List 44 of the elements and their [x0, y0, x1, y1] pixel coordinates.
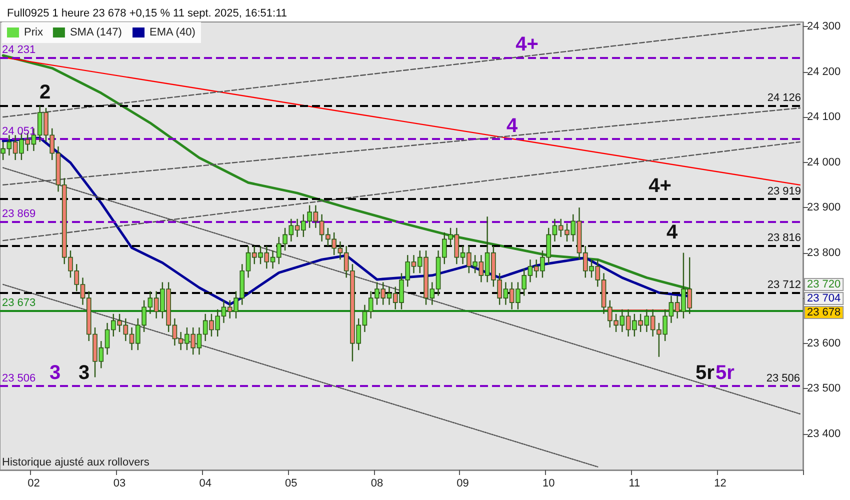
annotation: 4+	[648, 174, 672, 197]
ref-line-label: 24 126	[767, 92, 801, 104]
chart-title: Full0925 1 heure 23 678 +0,15 % 11 sept. 2025, 16:51:11	[7, 8, 288, 20]
annotation: 5r	[716, 362, 735, 384]
y-tick-label: 24 100	[807, 111, 841, 124]
ref-line-label: 23 816	[767, 232, 801, 244]
y-tick-label: 24 200	[807, 66, 841, 78]
y-tick-label: 23 500	[807, 382, 841, 395]
x-tick-label: 03	[113, 478, 126, 490]
annotation: 2	[39, 81, 51, 104]
legend-label: Prix	[24, 26, 44, 38]
annotation: 4+	[516, 34, 538, 56]
ref-line-label: 23 673	[2, 296, 36, 309]
annotation: 3	[49, 362, 61, 384]
legend-label: SMA (147)	[70, 26, 122, 38]
ref-line-label: 23 869	[2, 208, 36, 220]
x-tick-label: 05	[285, 478, 298, 490]
ref-line-label: 23 506	[2, 372, 36, 384]
text: 23 720	[807, 278, 841, 290]
annotation: 4	[666, 222, 678, 244]
text: 23 678	[807, 306, 841, 318]
y-tick-label: 23 600	[807, 337, 841, 350]
annotation: 4	[506, 115, 518, 138]
y-tick-label: 23 900	[807, 202, 841, 214]
ref-line-label: 24 231	[2, 44, 36, 56]
text: 23 704	[807, 292, 841, 304]
legend-label: EMA (40)	[150, 26, 196, 38]
x-tick-label: 11	[628, 478, 640, 490]
y-tick-label: 23 400	[807, 428, 841, 440]
annotation: 5r	[696, 362, 715, 384]
ref-line-label: 23 712	[767, 279, 801, 292]
x-tick-label: 08	[370, 478, 384, 490]
annotation: Historique ajusté aux rollovers	[2, 456, 150, 468]
x-tick-label: 09	[456, 478, 469, 490]
y-tick-label: 24 300	[807, 20, 841, 33]
y-tick-label: 23 800	[807, 246, 841, 259]
x-tick-label: 12	[714, 478, 726, 490]
x-tick-label: 02	[28, 478, 40, 490]
annotation: 3	[78, 362, 90, 384]
annotation: 23 506	[766, 372, 800, 384]
y-tick-label: 24 000	[807, 156, 841, 168]
x-tick-label: 04	[199, 478, 212, 490]
ref-line-label: 23 919	[767, 185, 801, 198]
x-tick-label: 10	[542, 478, 555, 490]
